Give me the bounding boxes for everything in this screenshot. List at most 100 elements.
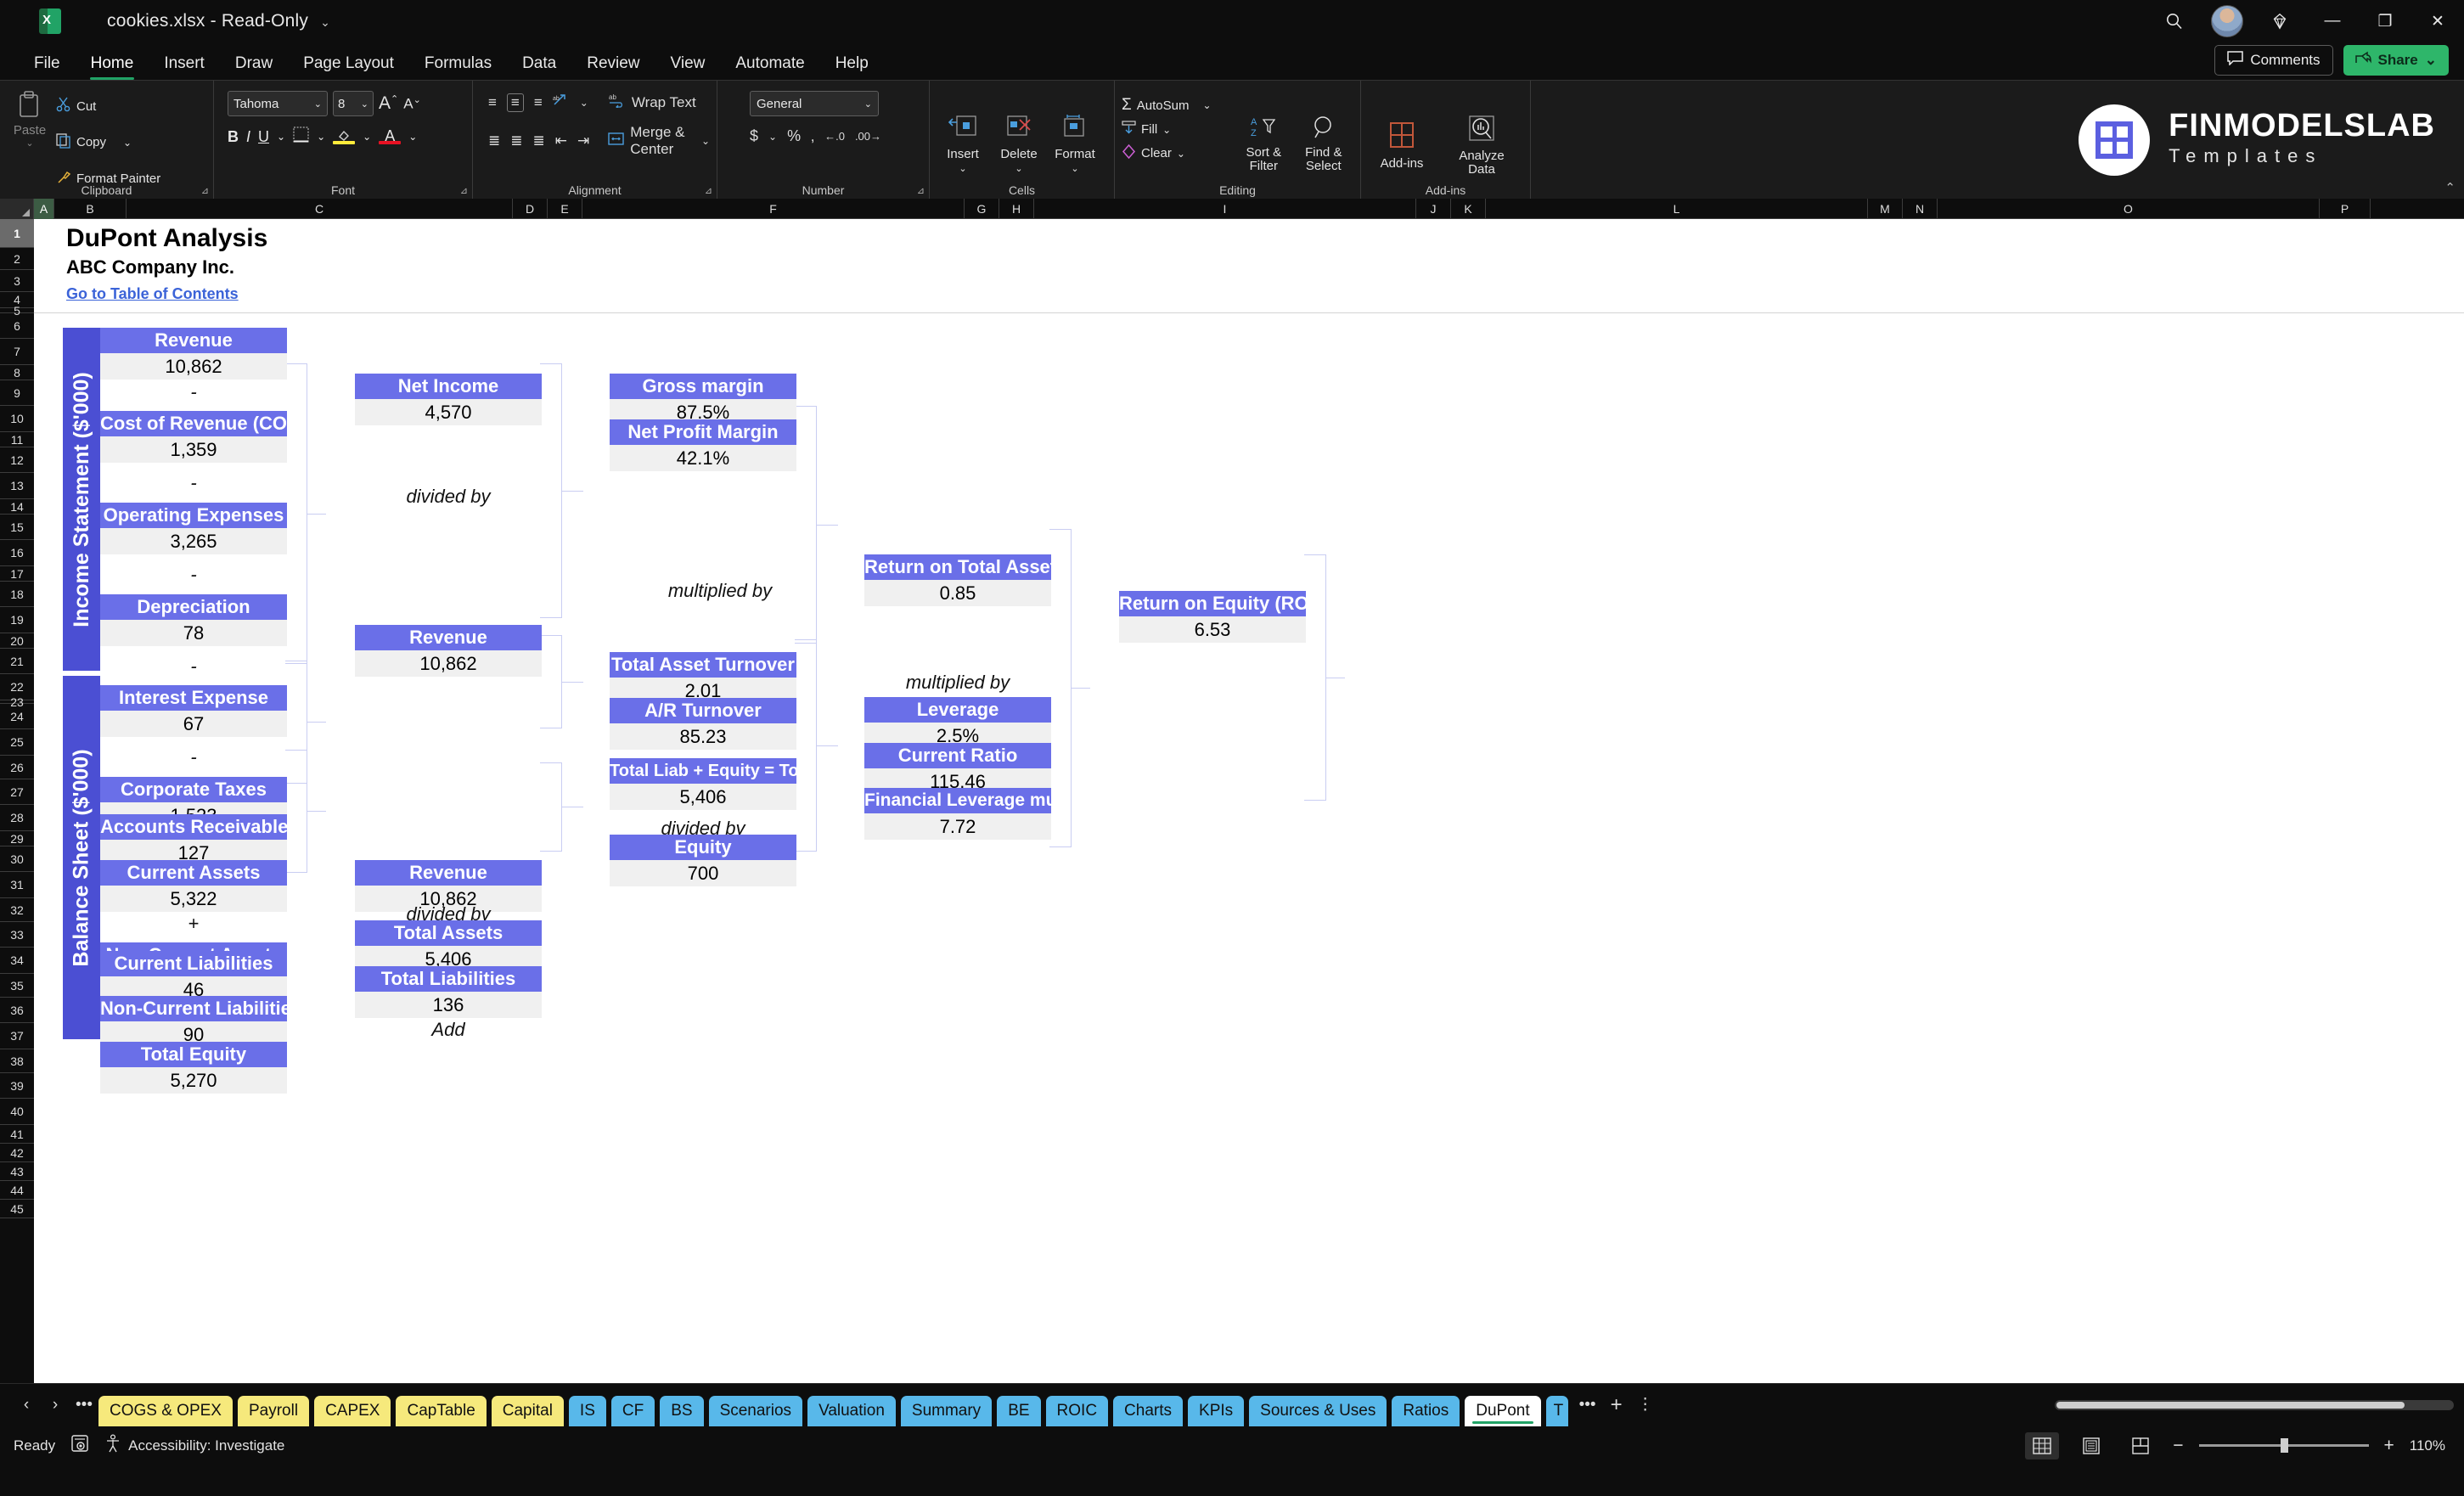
fill-color-chevron-down-icon[interactable]: ⌄ <box>363 131 372 143</box>
ribbon-tab-draw[interactable]: Draw <box>234 54 273 72</box>
sheet-tab-t[interactable]: T <box>1545 1395 1568 1426</box>
row-header-32[interactable]: 32 <box>0 898 34 922</box>
row-header-25[interactable]: 25 <box>0 729 34 756</box>
cut-button[interactable]: Cut <box>56 97 160 115</box>
horizontal-scrollbar[interactable] <box>2055 1399 2454 1410</box>
ribbon-tab-automate[interactable]: Automate <box>735 54 805 72</box>
decrease-font-size-button[interactable]: A⌄ <box>403 95 421 112</box>
column-header-i[interactable]: I <box>1034 199 1416 219</box>
close-button[interactable]: ✕ <box>2431 12 2444 31</box>
ribbon-tab-help[interactable]: Help <box>835 54 869 72</box>
sheet-tab-captable[interactable]: CapTable <box>396 1395 487 1426</box>
autosum-button[interactable]: Σ AutoSum ⌄ <box>1122 96 1234 115</box>
decrease-indent-icon[interactable]: ⇤ <box>554 132 567 149</box>
prev-sheet-button[interactable]: ‹ <box>23 1395 30 1414</box>
share-chevron-down-icon[interactable]: ⌄ <box>2424 52 2437 68</box>
align-bottom-icon[interactable]: ≡ <box>533 93 543 110</box>
copy-button[interactable]: Copy ⌄ <box>56 133 160 152</box>
row-header-10[interactable]: 10 <box>0 406 34 432</box>
row-header-33[interactable]: 33 <box>0 922 34 948</box>
clear-chevron-down-icon[interactable]: ⌄ <box>1176 147 1185 160</box>
page-break-preview-button[interactable] <box>2124 1432 2157 1459</box>
add-sheet-button[interactable]: + <box>1610 1392 1623 1416</box>
row-header-24[interactable]: 24 <box>0 704 34 729</box>
column-header-d[interactable]: D <box>513 199 548 219</box>
row-header-15[interactable]: 15 <box>0 515 34 540</box>
column-header-e[interactable]: E <box>548 199 582 219</box>
column-header-f[interactable]: F <box>582 199 965 219</box>
ribbon-tab-page-layout[interactable]: Page Layout <box>303 54 394 72</box>
row-header-13[interactable]: 13 <box>0 473 34 499</box>
column-header-o[interactable]: O <box>1938 199 2320 219</box>
sheet-tab-cf[interactable]: CF <box>610 1395 655 1426</box>
number-dialog-launcher[interactable]: ⊿ <box>916 186 925 196</box>
page-layout-view-button[interactable] <box>2074 1432 2108 1459</box>
row-header-27[interactable]: 27 <box>0 779 34 805</box>
wrap-text-button[interactable]: ab Wrap Text <box>609 93 696 112</box>
row-header-23[interactable]: 23 <box>0 695 34 709</box>
sheet-tab-payroll[interactable]: Payroll <box>237 1395 310 1426</box>
zoom-slider[interactable] <box>2198 1438 2369 1453</box>
percent-format-button[interactable]: % <box>787 127 802 144</box>
increase-font-size-button[interactable]: A⌃ <box>379 93 399 113</box>
sheet-tab-scenarios[interactable]: Scenarios <box>708 1395 803 1426</box>
delete-cells-button[interactable]: Delete ⌄ <box>993 89 1045 200</box>
sheet-canvas[interactable]: DuPont Analysis ABC Company Inc. Go to T… <box>34 219 2464 1383</box>
sheet-tab-be[interactable]: BE <box>997 1395 1041 1426</box>
sheet-tab-is[interactable]: IS <box>568 1395 606 1426</box>
insert-cells-button[interactable]: Insert ⌄ <box>937 89 989 200</box>
row-header-26[interactable]: 26 <box>0 756 34 779</box>
autosum-chevron-down-icon[interactable]: ⌄ <box>1202 99 1212 111</box>
avatar[interactable] <box>2201 0 2253 42</box>
accessibility-button[interactable]: Accessibility: Investigate <box>104 1434 284 1457</box>
row-header-31[interactable]: 31 <box>0 872 34 898</box>
sheet-tab-roic[interactable]: ROIC <box>1045 1395 1109 1426</box>
format-chevron-down-icon[interactable]: ⌄ <box>1071 164 1079 174</box>
row-header-37[interactable]: 37 <box>0 1023 34 1049</box>
font-size-select[interactable]: 8 ⌄ <box>333 91 374 116</box>
font-color-chevron-down-icon[interactable]: ⌄ <box>408 131 418 143</box>
number-format-chevron-down-icon[interactable]: ⌄ <box>864 98 872 110</box>
currency-chevron-down-icon[interactable]: ⌄ <box>768 130 778 143</box>
format-painter-button[interactable]: Format Painter <box>56 170 160 188</box>
row-header-21[interactable]: 21 <box>0 649 34 674</box>
ribbon-tab-insert[interactable]: Insert <box>164 54 205 72</box>
paste-chevron-down-icon[interactable]: ⌄ <box>25 138 34 149</box>
select-all-corner[interactable] <box>0 199 34 219</box>
ribbon-tab-file[interactable]: File <box>34 54 60 72</box>
row-header-35[interactable]: 35 <box>0 974 34 998</box>
ribbon-tab-home[interactable]: Home <box>76 54 149 80</box>
row-header-14[interactable]: 14 <box>0 499 34 515</box>
row-header-40[interactable]: 40 <box>0 1099 34 1125</box>
row-header-30[interactable]: 30 <box>0 846 34 872</box>
sheet-tab-ratios[interactable]: Ratios <box>1392 1395 1460 1426</box>
column-header-c[interactable]: C <box>127 199 513 219</box>
sheet-tab-bs[interactable]: BS <box>660 1395 704 1426</box>
align-top-icon[interactable]: ≡ <box>488 93 497 110</box>
sheet-tab-capital[interactable]: Capital <box>491 1395 564 1426</box>
row-header-34[interactable]: 34 <box>0 948 34 974</box>
font-family-chevron-down-icon[interactable]: ⌄ <box>313 98 322 110</box>
row-header-9[interactable]: 9 <box>0 380 34 406</box>
row-header-18[interactable]: 18 <box>0 582 34 607</box>
chevron-down-icon[interactable]: ⌄ <box>320 15 331 29</box>
comma-format-button[interactable]: ‚ <box>811 127 815 144</box>
zoom-in-button[interactable]: + <box>2383 1435 2394 1455</box>
column-header-a[interactable]: A <box>34 199 54 219</box>
font-size-chevron-down-icon[interactable]: ⌄ <box>360 98 368 110</box>
ribbon-tab-view[interactable]: View <box>670 54 706 72</box>
column-header-h[interactable]: H <box>999 199 1034 219</box>
font-family-select[interactable]: Tahoma ⌄ <box>228 91 328 116</box>
alignment-dialog-launcher[interactable]: ⊿ <box>704 186 712 196</box>
row-header-38[interactable]: 38 <box>0 1049 34 1073</box>
paste-button[interactable]: Paste ⌄ <box>7 86 53 200</box>
row-header-39[interactable]: 39 <box>0 1073 34 1099</box>
bold-button[interactable]: B <box>228 127 239 145</box>
column-header-j[interactable]: J <box>1416 199 1451 219</box>
row-header-45[interactable]: 45 <box>0 1200 34 1218</box>
align-middle-icon[interactable]: ≡ <box>506 93 524 112</box>
row-header-6[interactable]: 6 <box>0 313 34 339</box>
row-header-19[interactable]: 19 <box>0 607 34 633</box>
row-header-5[interactable]: 5 <box>0 304 34 318</box>
currency-format-button[interactable]: $ <box>750 127 759 144</box>
